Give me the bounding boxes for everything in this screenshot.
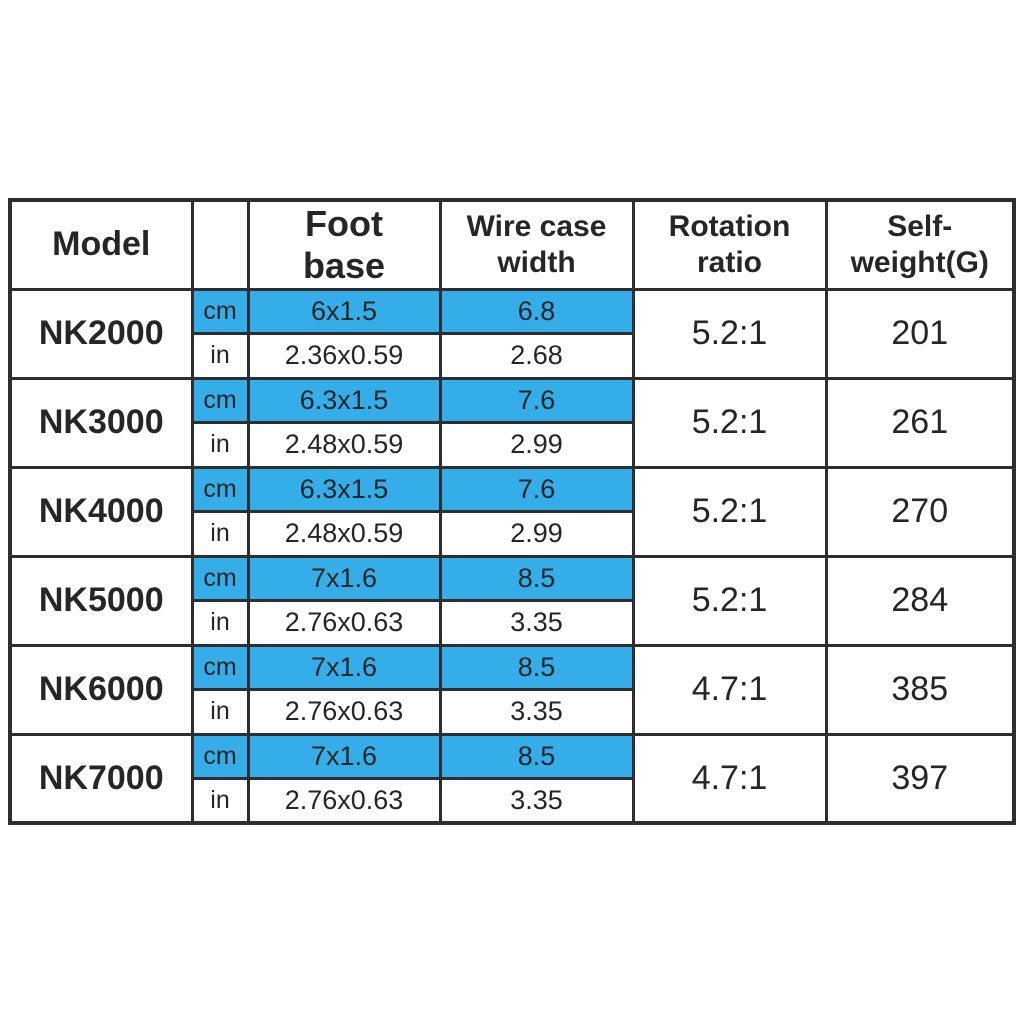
unit-cell-cm: cm bbox=[190, 732, 250, 780]
model-cell: NK5000 bbox=[8, 554, 194, 647]
rotation-cell: 5.2:1 bbox=[631, 376, 828, 469]
weight-cell: 201 bbox=[824, 287, 1016, 380]
foot-base-cell: 7x1.6 bbox=[246, 554, 442, 602]
table-row-cm: NK6000 cm 7x1.6 8.5 4.7:1 385 bbox=[8, 643, 1016, 736]
unit-cell-in: in bbox=[190, 777, 250, 825]
header-row: Model Foot base Wire case width Rotation… bbox=[8, 198, 1016, 291]
table-row-cm: NK5000 cm 7x1.6 8.5 5.2:1 284 bbox=[8, 554, 1016, 647]
unit-cell-in: in bbox=[190, 421, 250, 469]
unit-cell-cm: cm bbox=[190, 554, 250, 602]
wire-width-cell: 8.5 bbox=[438, 554, 635, 602]
foot-base-cell: 2.48x0.59 bbox=[246, 510, 442, 558]
unit-cell-cm: cm bbox=[190, 287, 250, 335]
unit-cell-in: in bbox=[190, 688, 250, 736]
foot-base-cell: 7x1.6 bbox=[246, 732, 442, 780]
table-row-cm: NK3000 cm 6.3x1.5 7.6 5.2:1 261 bbox=[8, 376, 1016, 469]
wire-width-cell: 2.99 bbox=[438, 510, 635, 558]
wire-width-cell: 2.99 bbox=[438, 421, 635, 469]
rotation-cell: 5.2:1 bbox=[631, 554, 828, 647]
rotation-cell: 5.2:1 bbox=[631, 287, 828, 380]
table-row-cm: NK2000 cm 6x1.5 6.8 5.2:1 201 bbox=[8, 287, 1016, 380]
wire-width-cell: 6.8 bbox=[438, 287, 635, 335]
foot-base-cell: 6x1.5 bbox=[246, 287, 442, 335]
header-foot-base: Foot base bbox=[246, 198, 442, 291]
header-self-weight: Self- weight(G) bbox=[824, 198, 1016, 291]
header-model: Model bbox=[8, 198, 194, 291]
foot-base-cell: 2.76x0.63 bbox=[246, 599, 442, 647]
foot-base-cell: 6.3x1.5 bbox=[246, 465, 442, 513]
foot-base-cell: 7x1.6 bbox=[246, 643, 442, 691]
unit-cell-in: in bbox=[190, 510, 250, 558]
rotation-cell: 5.2:1 bbox=[631, 465, 828, 558]
unit-cell-cm: cm bbox=[190, 376, 250, 424]
table-row-in: in 2.76x0.63 3.35 bbox=[10, 688, 1014, 736]
unit-cell-in: in bbox=[190, 599, 250, 647]
wire-width-cell: 2.68 bbox=[438, 332, 635, 380]
wire-width-cell: 3.35 bbox=[438, 777, 635, 825]
table-row-cm: NK7000 cm 7x1.6 8.5 4.7:1 397 bbox=[8, 732, 1016, 825]
foot-base-cell: 2.76x0.63 bbox=[246, 688, 442, 736]
spec-table: Model Foot base Wire case width Rotation… bbox=[8, 198, 1016, 825]
unit-cell-cm: cm bbox=[190, 465, 250, 513]
model-cell: NK6000 bbox=[8, 643, 194, 736]
foot-base-cell: 2.76x0.63 bbox=[246, 777, 442, 825]
weight-cell: 261 bbox=[824, 376, 1016, 469]
table-row-in: in 2.76x0.63 3.35 bbox=[10, 777, 1014, 825]
wire-width-cell: 7.6 bbox=[438, 465, 635, 513]
rotation-cell: 4.7:1 bbox=[631, 732, 828, 825]
weight-cell: 284 bbox=[824, 554, 1016, 647]
unit-cell-in: in bbox=[190, 332, 250, 380]
header-rotation-ratio: Rotation ratio bbox=[631, 198, 828, 291]
wire-width-cell: 7.6 bbox=[438, 376, 635, 424]
table-row-in: in 2.48x0.59 2.99 bbox=[10, 421, 1014, 469]
foot-base-cell: 2.36x0.59 bbox=[246, 332, 442, 380]
header-wire-case-width: Wire case width bbox=[438, 198, 635, 291]
wire-width-cell: 8.5 bbox=[438, 643, 635, 691]
table-row-in: in 2.48x0.59 2.99 bbox=[10, 510, 1014, 558]
rotation-cell: 4.7:1 bbox=[631, 643, 828, 736]
foot-base-cell: 2.48x0.59 bbox=[246, 421, 442, 469]
header-unit bbox=[190, 198, 250, 291]
model-cell: NK4000 bbox=[8, 465, 194, 558]
wire-width-cell: 8.5 bbox=[438, 732, 635, 780]
model-cell: NK7000 bbox=[8, 732, 194, 825]
foot-base-cell: 6.3x1.5 bbox=[246, 376, 442, 424]
table-row-cm: NK4000 cm 6.3x1.5 7.6 5.2:1 270 bbox=[8, 465, 1016, 558]
table-row-in: in 2.76x0.63 3.35 bbox=[10, 599, 1014, 647]
table-row-in: in 2.36x0.59 2.68 bbox=[10, 332, 1014, 380]
weight-cell: 397 bbox=[824, 732, 1016, 825]
weight-cell: 385 bbox=[824, 643, 1016, 736]
unit-cell-cm: cm bbox=[190, 643, 250, 691]
weight-cell: 270 bbox=[824, 465, 1016, 558]
model-cell: NK3000 bbox=[8, 376, 194, 469]
wire-width-cell: 3.35 bbox=[438, 688, 635, 736]
wire-width-cell: 3.35 bbox=[438, 599, 635, 647]
model-cell: NK2000 bbox=[8, 287, 194, 380]
